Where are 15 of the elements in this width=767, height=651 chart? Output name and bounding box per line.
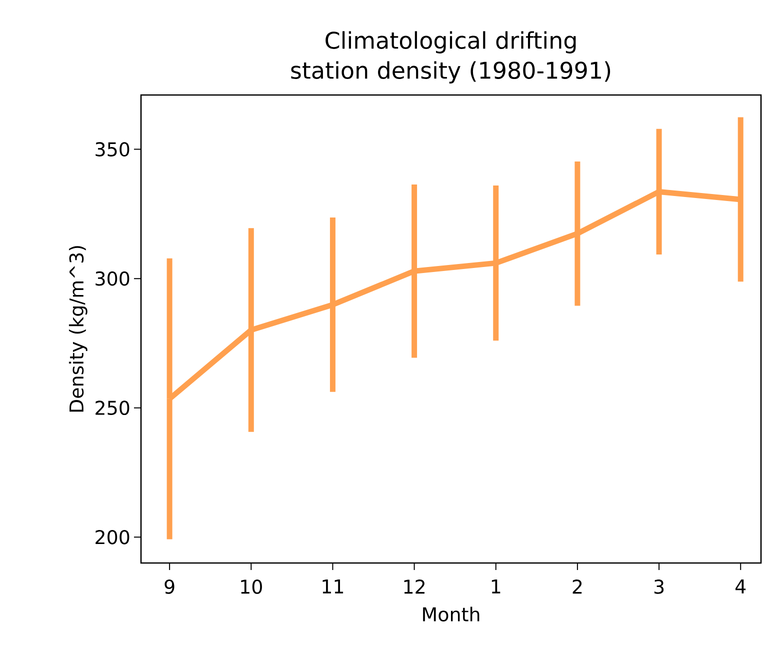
x-tick-label: 12 [404,580,424,594]
x-tick-label: 1 [492,580,500,594]
x-tick-label: 10 [241,580,262,594]
chart-title: Climatological drifting station density (1980-1991) [291,31,610,84]
y-tick-label: 250 [96,400,130,416]
y-tick-label: 200 [96,530,130,544]
x-axis-title: Month [423,606,480,622]
y-tick-label: 300 [96,271,130,286]
x-tick-label: 9 [164,580,174,594]
y-axis-title: Density (kg/m^3) [68,246,88,412]
x-tick-label: 4 [735,580,746,594]
x-tick-label: 11 [322,580,344,594]
y-tick-label: 350 [96,142,130,156]
x-tick-label: 3 [654,580,664,594]
x-tick-label: 2 [572,580,582,594]
